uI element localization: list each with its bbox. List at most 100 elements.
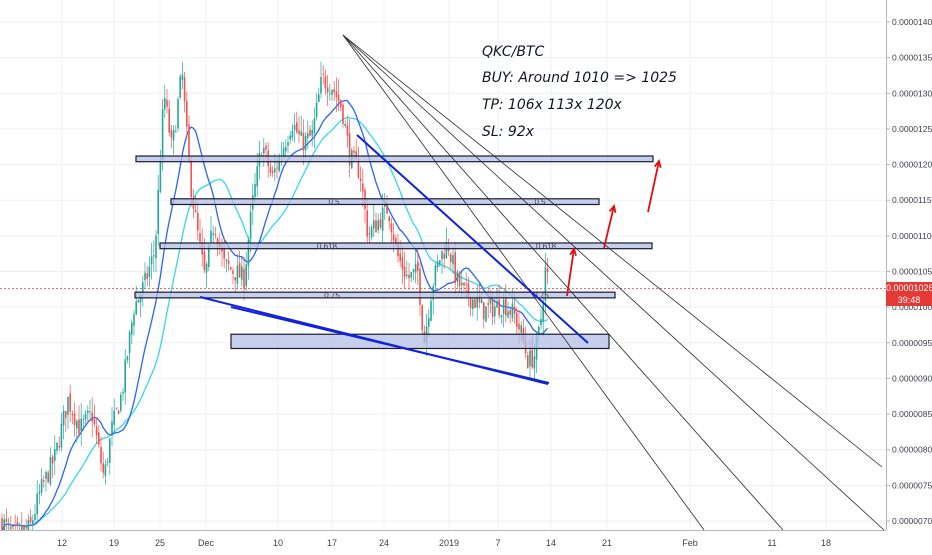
candle-body: [276, 167, 278, 169]
candle-body: [115, 407, 118, 409]
candle-body: [54, 449, 56, 461]
candle-body: [491, 299, 494, 317]
candle-body: [445, 241, 448, 259]
candle-body: [500, 315, 503, 318]
candle-body: [474, 299, 476, 308]
candle-body: [190, 160, 192, 198]
candle-body: [179, 76, 181, 98]
candle-body: [513, 306, 516, 314]
candle-body: [34, 513, 36, 520]
candle-body: [309, 129, 311, 136]
candle-body: [322, 73, 324, 75]
trendline: [230, 306, 550, 384]
candle-body: [428, 318, 430, 327]
candle-body: [159, 162, 162, 192]
candle-body: [454, 252, 456, 284]
candle-body: [265, 145, 267, 150]
annotation-symbol: QKC/BTC: [482, 44, 545, 60]
candle-body: [60, 423, 63, 448]
candle-body: [507, 311, 509, 318]
candle-body: [443, 253, 445, 259]
candle-body: [142, 282, 144, 293]
candle-body: [381, 207, 384, 231]
candle-body: [399, 253, 401, 261]
candle-body: [230, 267, 232, 270]
candle-body: [439, 260, 441, 264]
candle-body: [49, 457, 52, 485]
candle-body: [234, 277, 236, 281]
candle-body: [452, 255, 454, 265]
candle-body: [483, 302, 485, 320]
candle-body: [87, 410, 89, 414]
candle-body: [168, 108, 170, 133]
candle-body: [91, 412, 93, 422]
candle-body: [172, 129, 175, 141]
candle-body: [197, 212, 199, 231]
candle-body: [236, 266, 239, 284]
candle-body: [410, 272, 412, 278]
candle-body: [516, 312, 518, 327]
candle-body: [498, 300, 500, 316]
fan-line: [342, 34, 883, 468]
candle-body: [456, 271, 459, 282]
candle-body: [546, 268, 549, 273]
last-price-badge: 0.00001026: [886, 282, 932, 294]
candle-body: [502, 300, 505, 315]
candle-body: [183, 77, 186, 102]
target-arrow-shaft: [566, 248, 575, 297]
candle-body: [340, 100, 342, 108]
candle-body: [58, 446, 60, 448]
candle-body: [263, 147, 265, 154]
candle-body: [353, 150, 355, 153]
candle-body: [368, 233, 371, 235]
candle-body: [27, 520, 30, 532]
candle-body: [511, 303, 514, 319]
candle-body: [157, 189, 159, 235]
candle-body: [84, 413, 87, 420]
candle-body: [518, 323, 520, 330]
fib-label: 0.618: [536, 242, 557, 251]
candle-body: [238, 263, 241, 278]
candle-body: [93, 418, 96, 425]
candle-body: [538, 326, 540, 335]
fib-label: 0.618: [317, 242, 338, 251]
candle-body: [271, 170, 274, 173]
candle-body: [62, 410, 65, 426]
candle-body: [232, 270, 234, 274]
candle-body: [225, 259, 228, 262]
candle-body: [333, 89, 335, 93]
candle-body: [223, 248, 225, 259]
candle-body: [128, 331, 131, 354]
time-tick-label: 7: [495, 538, 500, 548]
candle-body: [80, 418, 82, 432]
candle-body: [311, 129, 313, 136]
candle-body: [390, 223, 393, 233]
candle-body: [342, 104, 344, 124]
candle-body: [241, 266, 243, 280]
candle-body: [249, 211, 252, 240]
candle-body: [282, 148, 285, 157]
candle-body: [67, 396, 69, 415]
candle-body: [29, 516, 32, 523]
candle-body: [472, 299, 474, 309]
candle-body: [76, 420, 78, 429]
annotation-tp: TP: 106x 113x 120x: [482, 97, 622, 113]
candle-body: [131, 322, 133, 335]
candle-body: [430, 300, 432, 321]
candle-body: [65, 411, 67, 418]
candle-body: [302, 132, 305, 151]
candle-body: [458, 273, 461, 287]
fib-0.5-zone-rect: [170, 198, 600, 206]
candle-body: [450, 254, 452, 262]
candle-body: [98, 432, 100, 445]
candle-body: [135, 301, 137, 315]
candle-body: [291, 130, 294, 138]
